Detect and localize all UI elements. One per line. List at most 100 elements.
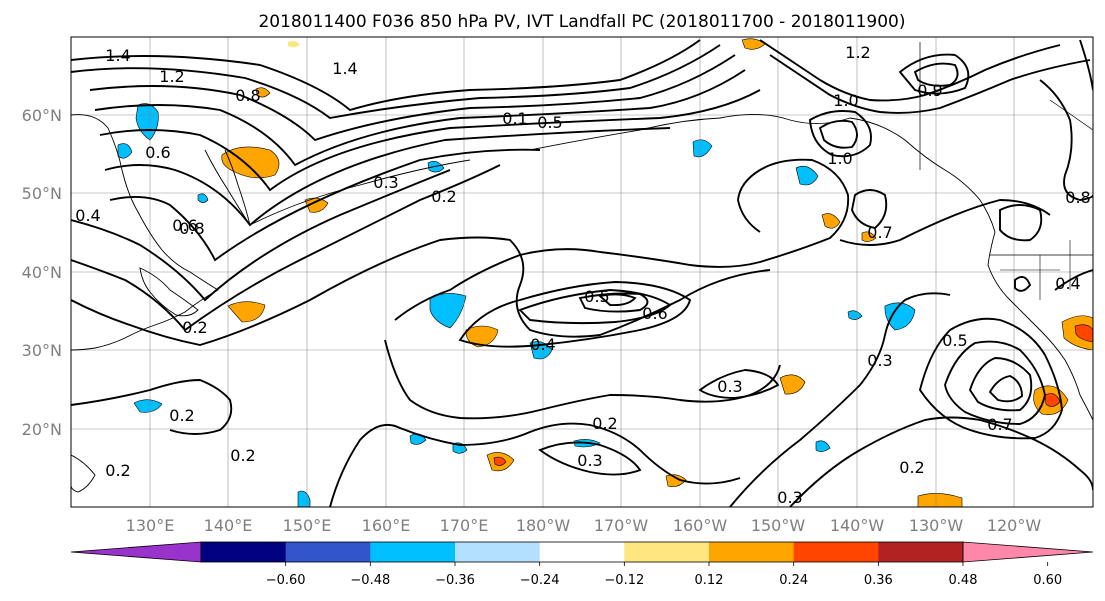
contour-label: 1.4 [105,46,130,65]
coastline-japan [139,267,199,317]
lon-label: 150°E [283,516,332,535]
lon-label: 130°E [126,516,175,535]
contour-label: 0.6 [642,304,667,323]
contour-label: 0.3 [867,351,892,370]
contour-label: 0.1 [502,109,527,128]
contour-line [94,69,746,167]
lat-label: 20°N [22,420,62,439]
lon-label: 140°E [204,516,253,535]
lat-label: 50°N [22,184,62,203]
map-gridlines [71,37,1093,507]
contour-label: 0.8 [1065,188,1090,207]
colorbar-extend-high [962,541,1094,563]
contour-line [518,289,672,325]
shade-negative [117,143,133,159]
colorbar-tick-label: −0.36 [435,573,475,588]
contour-line [1014,276,1032,292]
contour-label: 0.4 [530,335,555,354]
map-frame [70,36,1094,508]
contour-label: 0.8 [179,219,204,238]
shade-negative [692,139,713,158]
contour-label: 0.9 [917,81,942,100]
lon-label: 140°W [830,516,885,535]
contour-label: 0.5 [537,113,562,132]
shade-positive [779,374,806,395]
contour-line [898,53,970,95]
contour-line [999,204,1043,242]
contour-line [99,89,761,192]
shade-negative [429,293,467,329]
contour-label: 0.5 [942,331,967,350]
contour-line [1039,79,1093,201]
contour-label: 0.7 [987,415,1012,434]
colorbar-segment [201,542,287,562]
contour-line [988,375,1023,403]
contour-label: 1.0 [833,91,858,110]
contour-label: 0.3 [777,488,802,507]
contour-line [89,54,736,142]
contour-line [968,357,1033,412]
contour-label: 0.2 [182,318,207,337]
lon-label: 160°E [362,516,411,535]
contour-label: 0.6 [172,216,197,235]
contour-line [1079,39,1093,91]
colorbar-outline [200,541,964,563]
colorbar-tick-label: 0.36 [864,573,893,588]
contour-line [71,169,451,302]
contour-label: 0.2 [230,446,255,465]
colorbar-segment [370,542,456,562]
coastlines [71,42,1093,493]
contour-label: 0.2 [169,406,194,425]
contour-line [944,340,1046,425]
contour-line [71,164,501,332]
shade-positive [304,197,329,213]
contour-line [71,44,721,120]
colorbar-segment [878,542,964,562]
border-canada-us [919,42,1093,256]
shade-negative [847,310,863,320]
contour-label: 0.8 [235,86,260,105]
contour-label: 0.4 [1055,274,1080,293]
contour-label: 0.2 [899,458,924,477]
contour-label: 0.7 [867,223,892,242]
coastline-aleutians [249,129,641,226]
shade-positive [1044,393,1061,407]
lon-label: 160°W [673,516,728,535]
contour-label: 0.3 [717,377,742,396]
contour-line [851,189,888,230]
contour-label: 1.2 [845,43,870,62]
contour-line [839,199,1051,246]
shade-positive [255,87,271,98]
colorbar-ticks: −0.60 −0.48 −0.36 −0.24 −0.12 0.12 0.24 0.36 0.4… [266,562,1062,588]
coastline-philippines [71,454,96,493]
plot-title: 2018011400 F036 850 hPa PV, IVT Landfall… [258,12,905,32]
colorbar-segment [285,542,371,562]
colorbar-segment [539,542,625,562]
contour-line [329,422,741,507]
contour-line [918,317,1063,440]
colorbar-tick-label: −0.12 [604,573,644,588]
contour-label: 0.6 [145,143,170,162]
shade-negative [427,161,445,173]
shade-positive [1074,324,1093,343]
shade-positive [288,41,300,48]
colorbar-segment [709,542,795,562]
contour-line [1054,269,1093,291]
colorbar-tick-label: −0.60 [266,573,306,588]
lon-label: 150°W [751,516,806,535]
contour-line [818,119,858,149]
colorbar-extend-low [70,541,202,563]
contour-line [104,127,671,227]
pv-contours [71,39,1093,507]
contour-line [538,441,642,476]
contour-line [769,54,1091,114]
colorbar-tick-label: −0.48 [350,573,390,588]
lat-label: 30°N [22,341,62,360]
colorbar-segment [455,542,541,562]
contour-label: 0.3 [577,451,602,470]
shade-positive [465,325,499,348]
lat-label: 60°N [22,106,62,125]
coastline-alaska [639,113,996,233]
contour-label: 0.5 [584,287,609,306]
